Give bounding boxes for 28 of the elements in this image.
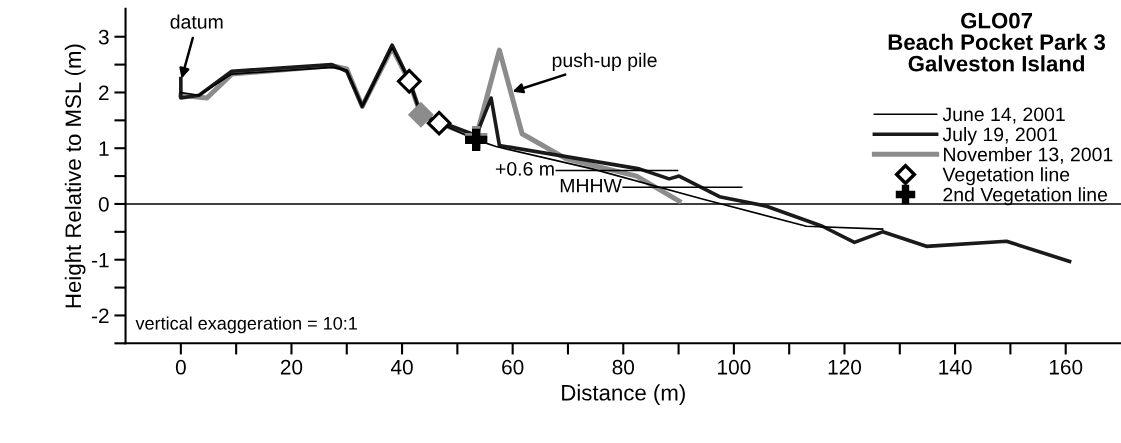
legend-label: June 14, 2001 (942, 107, 1065, 124)
y-tick-label: 0 (98, 196, 109, 212)
annotation: +0.6 m (495, 161, 554, 176)
y-axis-title: Height Relative to MSL (m) (64, 44, 86, 308)
legend-label: 2nd Vegetation line (943, 187, 1108, 206)
legend-label: November 13, 2001 (944, 147, 1113, 164)
annotation: MHHW (560, 178, 622, 193)
legend-label: July 19, 2001 (942, 127, 1058, 146)
x-tick-label: 20 (280, 359, 303, 375)
annotation: datum (170, 14, 223, 29)
y-tick-label: 2 (99, 85, 109, 101)
x-tick-label: 80 (612, 359, 635, 375)
y-tick-label: 1 (99, 141, 109, 156)
x-tick-label: 160 (1049, 359, 1083, 375)
x-tick-label: 120 (828, 359, 862, 375)
x-tick-label: 40 (390, 359, 413, 375)
annotation: vertical exaggeration = 10:1 (135, 316, 357, 334)
x-tick-label: 60 (502, 359, 524, 375)
legend-label: Vegetation line (942, 167, 1070, 186)
text: GLO07 Beach Pocket Park 3 Galveston Island (888, 12, 1106, 72)
annotation: push-up pile (552, 52, 657, 71)
x-tick-label: 100 (718, 359, 751, 375)
x-axis-title: Distance (m) (562, 384, 685, 405)
x-tick-label: 140 (939, 359, 972, 375)
y-tick-label: 3 (98, 29, 109, 45)
y-tick-label: -1 (91, 252, 109, 268)
x-tick-label: 0 (175, 359, 186, 375)
y-tick-label: -2 (91, 308, 109, 323)
